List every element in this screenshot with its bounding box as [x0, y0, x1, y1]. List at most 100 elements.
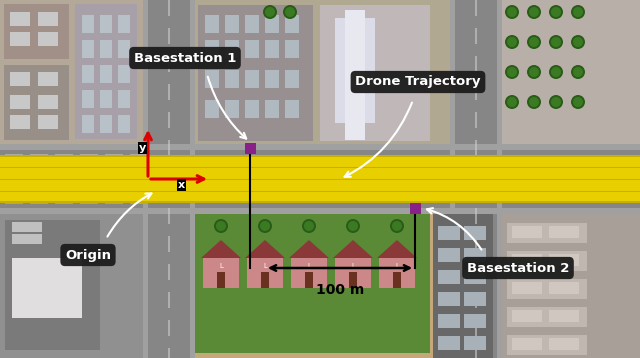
Bar — [12, 222, 42, 232]
Bar — [475, 84, 477, 100]
Bar — [10, 72, 30, 86]
Bar — [504, 178, 520, 180]
Bar — [28, 178, 44, 180]
Bar — [512, 254, 542, 266]
Bar — [438, 314, 460, 328]
Circle shape — [551, 97, 561, 107]
Bar — [225, 40, 239, 58]
Bar — [224, 178, 240, 180]
Bar — [507, 335, 587, 355]
Polygon shape — [245, 240, 285, 258]
Bar — [475, 112, 477, 128]
Bar — [549, 310, 579, 322]
Bar — [285, 70, 299, 88]
Text: y: y — [139, 143, 147, 153]
Bar — [168, 320, 170, 336]
Bar — [12, 234, 42, 244]
Circle shape — [529, 97, 539, 107]
Bar — [0, 150, 640, 208]
Bar — [261, 272, 269, 288]
Bar — [82, 90, 94, 108]
Bar — [280, 178, 296, 180]
Bar — [217, 272, 225, 288]
Bar — [32, 156, 46, 162]
Bar — [475, 264, 477, 280]
Bar — [168, 208, 170, 224]
Bar — [308, 178, 324, 180]
Bar — [100, 15, 112, 33]
Bar — [245, 40, 259, 58]
Circle shape — [527, 5, 541, 19]
Bar — [7, 196, 21, 202]
Bar — [438, 226, 460, 240]
Circle shape — [573, 7, 583, 17]
Circle shape — [304, 221, 314, 231]
Bar — [438, 248, 460, 262]
Polygon shape — [377, 240, 417, 258]
Bar — [32, 196, 46, 202]
Bar — [107, 196, 121, 202]
Circle shape — [549, 35, 563, 49]
Bar — [475, 28, 477, 44]
Bar — [10, 115, 30, 129]
Bar — [502, 214, 640, 358]
Bar — [549, 254, 579, 266]
Circle shape — [551, 67, 561, 77]
Circle shape — [505, 5, 519, 19]
Bar — [588, 178, 604, 180]
Bar — [464, 292, 486, 306]
Bar — [285, 100, 299, 118]
Bar — [225, 15, 239, 33]
Circle shape — [302, 219, 316, 233]
Bar — [335, 258, 371, 288]
Circle shape — [390, 219, 404, 233]
Bar — [118, 65, 130, 83]
Circle shape — [507, 97, 517, 107]
Bar — [5, 154, 23, 164]
Bar — [100, 90, 112, 108]
Bar — [265, 15, 279, 33]
Circle shape — [571, 65, 585, 79]
Bar — [0, 0, 143, 144]
Bar — [38, 115, 58, 129]
Circle shape — [348, 221, 358, 231]
Bar — [507, 307, 587, 327]
Bar — [497, 0, 502, 358]
Bar — [464, 248, 486, 262]
Circle shape — [527, 65, 541, 79]
Circle shape — [346, 219, 360, 233]
Bar — [57, 196, 71, 202]
Bar — [205, 40, 219, 58]
Bar — [476, 178, 492, 180]
Bar — [507, 223, 587, 243]
Circle shape — [505, 65, 519, 79]
Bar — [245, 143, 256, 154]
Bar — [475, 0, 477, 16]
Circle shape — [573, 37, 583, 47]
Bar — [132, 156, 146, 162]
Bar — [512, 310, 542, 322]
Bar — [195, 0, 450, 144]
Text: Drone Trajectory: Drone Trajectory — [355, 76, 481, 88]
Bar — [118, 90, 130, 108]
Text: x: x — [178, 180, 185, 190]
Bar — [0, 155, 640, 157]
Bar — [392, 178, 408, 180]
Circle shape — [549, 65, 563, 79]
Bar — [105, 154, 123, 164]
Bar — [507, 251, 587, 271]
Bar — [80, 194, 98, 204]
Bar — [433, 214, 493, 358]
Bar — [532, 178, 548, 180]
Circle shape — [551, 7, 561, 17]
Bar — [205, 100, 219, 118]
Bar — [56, 178, 72, 180]
Bar — [168, 348, 170, 358]
Bar — [130, 194, 148, 204]
Bar — [379, 258, 415, 288]
Bar — [132, 196, 146, 202]
Bar — [55, 154, 73, 164]
Bar — [291, 258, 327, 288]
Bar — [475, 140, 477, 156]
Bar — [30, 194, 48, 204]
